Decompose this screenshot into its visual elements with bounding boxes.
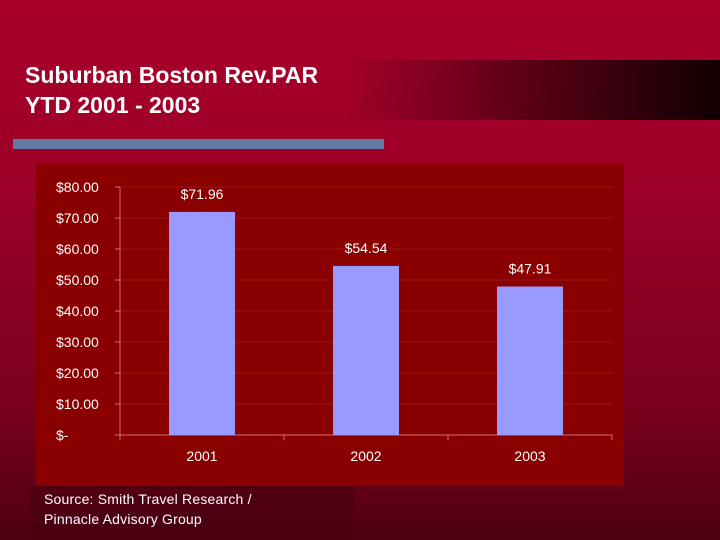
source-note: Source: Smith Travel Research / Pinnacle… <box>44 489 252 529</box>
bar-2002 <box>333 265 399 435</box>
x-tick-label-2002: 2002 <box>350 448 381 464</box>
y-tick-label-7: $70.00 <box>56 210 99 226</box>
source-line-1: Source: Smith Travel Research / <box>44 491 252 507</box>
x-tick-label-2001: 2001 <box>186 448 217 464</box>
bar-2003 <box>497 286 563 435</box>
source-box <box>30 486 354 540</box>
title-line-1: Suburban Boston Rev.PAR <box>25 62 319 88</box>
page-title: Suburban Boston Rev.PAR YTD 2001 - 2003 <box>25 60 318 120</box>
y-tick-label-2: $20.00 <box>56 365 99 381</box>
source-line-2: Pinnacle Advisory Group <box>44 511 202 527</box>
title-band <box>0 60 720 120</box>
x-tick-label-2003: 2003 <box>514 448 545 464</box>
y-tick-label-0: $- <box>56 427 69 443</box>
revpar-bar-chart: $- $10.00 $20.00 $30.00 $40.00 $50.00 $60.00 $7… <box>56 179 613 464</box>
y-tick-label-8: $80.00 <box>56 179 99 195</box>
y-tick-label-4: $40.00 <box>56 303 99 319</box>
data-label-2003: $47.91 <box>509 260 552 276</box>
title-divider <box>13 139 384 149</box>
y-tick-label-1: $10.00 <box>56 396 99 412</box>
y-tick-label-3: $30.00 <box>56 334 99 350</box>
chart-panel: $- $10.00 $20.00 $30.00 $40.00 $50.00 $60.00 $7… <box>36 163 624 486</box>
title-line-2: YTD 2001 - 2003 <box>25 92 201 118</box>
y-tick-label-6: $60.00 <box>56 241 99 257</box>
y-tick-label-5: $50.00 <box>56 272 99 288</box>
data-label-2002: $54.54 <box>345 240 388 256</box>
bar-2001 <box>169 211 235 435</box>
data-label-2001: $71.96 <box>181 186 224 202</box>
